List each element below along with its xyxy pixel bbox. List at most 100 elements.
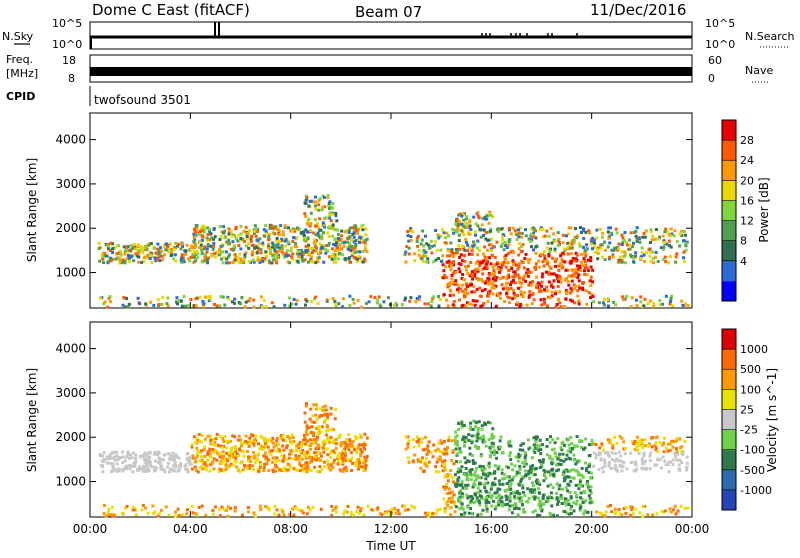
- echo-cell: [473, 290, 477, 294]
- echo-cell: [407, 252, 411, 256]
- echo-cell: [299, 464, 303, 468]
- echo-cell: [524, 228, 527, 232]
- echo-cell: [277, 233, 281, 237]
- echo-cell: [518, 280, 522, 284]
- echo-cell: [576, 473, 580, 477]
- echo-cell: [415, 240, 419, 243]
- echo-cell: [682, 250, 686, 254]
- echo-cell: [283, 224, 287, 228]
- echo-cell: [452, 231, 456, 235]
- echo-cell: [447, 234, 450, 237]
- echo-cell: [328, 200, 332, 204]
- echo-cell: [527, 237, 531, 241]
- echo-cell: [523, 455, 527, 459]
- echo-cell: [297, 227, 301, 231]
- echo-cell: [650, 238, 654, 242]
- echo-cell: [316, 469, 319, 473]
- echo-cell: [201, 235, 205, 239]
- echo-cell: [273, 465, 277, 469]
- echo-cell: [481, 303, 485, 307]
- echo-cell: [275, 456, 279, 460]
- echo-cell: [486, 239, 490, 242]
- echo-cell: [518, 261, 522, 265]
- echo-cell: [318, 465, 322, 468]
- echo-cell: [570, 246, 574, 250]
- echo-cell: [441, 276, 445, 280]
- echo-cell: [575, 234, 579, 238]
- echo-cell: [485, 507, 489, 511]
- echo-cell: [469, 421, 472, 425]
- echo-cell: [116, 251, 120, 255]
- echo-cell: [517, 253, 521, 257]
- echo-cell: [533, 451, 537, 454]
- echo-cell: [335, 246, 339, 250]
- echo-cell: [640, 438, 644, 442]
- echo-cell: [622, 298, 626, 302]
- echo-cell: [327, 234, 331, 238]
- echo-cell: [312, 238, 316, 242]
- echo-cell: [474, 233, 477, 237]
- echo-cell: [278, 249, 282, 253]
- echo-cell: [504, 244, 508, 247]
- echo-cell: [121, 303, 125, 307]
- echo-cell: [243, 239, 247, 243]
- echo-cell: [421, 260, 425, 264]
- echo-cell: [441, 254, 445, 258]
- echo-cell: [675, 252, 679, 256]
- echo-cell: [260, 305, 264, 309]
- echo-cell: [523, 458, 527, 462]
- echo-cell: [651, 257, 655, 261]
- echo-cell: [254, 234, 258, 238]
- echo-cell: [252, 298, 256, 302]
- echo-cell: [553, 441, 557, 445]
- echo-cell: [540, 284, 544, 288]
- echo-cell: [283, 469, 287, 473]
- echo-cell: [537, 259, 541, 263]
- echo-cell: [174, 465, 178, 469]
- echo-cell: [524, 453, 528, 457]
- echo-cell: [673, 504, 677, 508]
- echo-cell: [114, 450, 118, 454]
- echo-cell: [513, 229, 517, 233]
- echo-cell: [177, 514, 181, 518]
- echo-cell: [352, 255, 356, 259]
- echo-cell: [208, 469, 212, 473]
- echo-cell: [658, 299, 662, 303]
- echo-cell: [573, 491, 577, 495]
- echo-cell: [633, 439, 637, 443]
- echo-cell: [461, 495, 464, 499]
- echo-cell: [468, 495, 472, 499]
- echo-cell: [317, 208, 321, 212]
- echo-cell: [606, 230, 610, 234]
- echo-cell: [294, 506, 298, 510]
- echo-cell: [170, 458, 174, 462]
- echo-cell: [236, 438, 240, 442]
- echo-cell: [575, 499, 579, 503]
- echo-cell: [333, 507, 337, 510]
- echo-cell: [554, 463, 558, 467]
- y-tick-label: 4000: [55, 342, 86, 356]
- echo-cell: [319, 454, 323, 458]
- echo-cell: [212, 227, 216, 231]
- echo-cell: [352, 448, 356, 452]
- echo-cell: [144, 302, 148, 306]
- echo-cell: [464, 436, 468, 440]
- echo-cell: [617, 260, 621, 264]
- echo-cell: [214, 255, 217, 259]
- echo-cell: [345, 469, 349, 472]
- echo-cell: [308, 438, 312, 442]
- echo-cell: [478, 261, 482, 265]
- echo-cell: [102, 302, 106, 306]
- echo-cell: [521, 260, 525, 264]
- echo-cell: [262, 466, 266, 470]
- echo-cell: [556, 277, 560, 281]
- nsky-top-label: 10^5: [52, 17, 82, 30]
- echo-cell: [521, 461, 525, 465]
- echo-cell: [290, 302, 294, 306]
- echo-cell: [422, 248, 426, 252]
- echo-cell: [679, 504, 683, 508]
- echo-cell: [319, 237, 323, 241]
- echo-cell: [312, 440, 316, 444]
- echo-cell: [221, 250, 225, 254]
- echo-cell: [336, 257, 340, 261]
